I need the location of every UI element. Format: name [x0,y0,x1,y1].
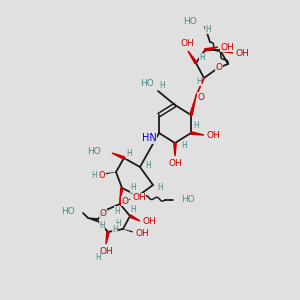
Text: HO: HO [61,208,75,217]
Text: O: O [99,170,105,179]
Polygon shape [106,232,109,244]
Text: OH: OH [180,40,194,49]
Text: H: H [130,205,136,214]
Text: H: H [157,184,163,193]
Text: OH: OH [99,248,113,256]
Text: HO: HO [181,196,195,205]
Text: H: H [181,140,187,149]
Polygon shape [119,199,130,205]
Text: O: O [215,62,223,71]
Text: H: H [112,224,118,233]
Text: O: O [197,92,205,101]
Text: HO: HO [183,17,197,26]
Text: H: H [205,25,211,34]
Text: O: O [122,196,128,206]
Polygon shape [220,49,233,53]
Text: H: H [199,53,205,62]
Text: OH: OH [206,130,220,140]
Text: OH: OH [220,43,234,52]
Polygon shape [191,132,204,135]
Text: H: H [115,218,121,227]
Text: H: H [95,254,101,262]
Text: OH: OH [135,230,149,238]
Text: H: H [196,76,202,85]
Text: H: H [114,206,120,215]
Polygon shape [88,218,97,221]
Text: HN: HN [142,133,156,143]
Text: H: H [130,184,136,193]
Polygon shape [190,96,196,115]
Text: OH: OH [142,217,156,226]
Polygon shape [205,47,218,51]
Text: HO: HO [87,148,101,157]
Polygon shape [174,143,176,156]
Text: H: H [126,149,132,158]
Polygon shape [112,153,124,159]
Text: H: H [193,121,199,130]
Polygon shape [120,188,123,199]
Polygon shape [188,51,197,64]
Text: HO: HO [140,80,154,88]
Text: H: H [91,170,97,179]
Text: H: H [199,56,205,64]
Polygon shape [129,215,140,221]
Text: OH: OH [132,194,146,202]
Text: H: H [145,160,151,169]
Text: H: H [99,220,105,230]
Text: O: O [100,208,106,217]
Text: OH: OH [235,49,249,58]
Text: H: H [159,82,165,91]
Text: OH: OH [168,158,182,167]
